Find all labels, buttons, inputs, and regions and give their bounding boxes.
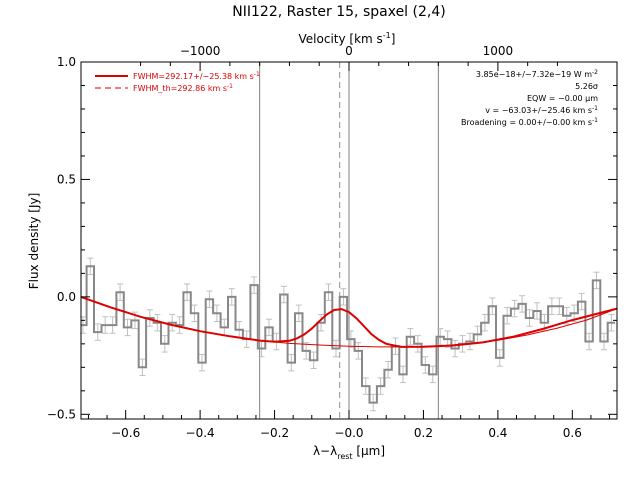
top-tick-label-0: −1000 [180,44,221,58]
top-tick-label-2: 1000 [483,44,514,58]
fit-annotations: 3.85e−18+/−7.32e−19 W m-2 5.26σ EQW = −0… [461,69,598,127]
annotation-line-flux: 3.85e−18+/−7.32e−19 W m-2 [476,69,598,79]
spectrum-steps [81,265,616,404]
legend-entry-fwhm: FWHM=292.17+/−25.38 km s-1 [133,71,260,81]
annotation-eqw: EQW = −0.00 μm [527,94,598,103]
top-axis-label: Velocity [km s-1] [299,31,396,46]
annotation-broadening: Broadening = 0.00+/−0.00 km s-1 [461,117,598,127]
x-tick-label-4: 0.2 [414,426,433,440]
x-axis-label: λ−λrest [μm] [313,444,385,461]
x-tick-label-2: −0.2 [260,426,289,440]
chart-title: NII122, Raster 15, spaxel (2,4) [232,4,445,20]
x-tick-label-0: −0.6 [111,426,140,440]
legend-entry-fwhm-th: FWHM_th=292.86 km s-1 [133,83,233,93]
y-tick-label-2: 0.5 [57,172,76,186]
y-tick-label-3: 1.0 [57,55,76,69]
y-axis-label: Flux density [Jy] [27,193,41,290]
top-tick-label-1: 0 [345,44,353,58]
legend: FWHM=292.17+/−25.38 km s-1 FWHM_th=292.8… [95,71,260,93]
y-tick-label-1: 0.0 [57,290,76,304]
annotation-significance: 5.26σ [575,82,598,91]
annotation-velocity: v = −63.03+/−25.46 km s-1 [485,105,598,115]
fit-line-2 [80,296,618,348]
y-tick-label-0: −0.5 [47,407,76,421]
x-tick-label-6: 0.6 [563,426,582,440]
x-tick-label-3: −0.0 [334,426,363,440]
x-tick-label-5: 0.4 [488,426,507,440]
x-tick-label-1: −0.4 [186,426,215,440]
